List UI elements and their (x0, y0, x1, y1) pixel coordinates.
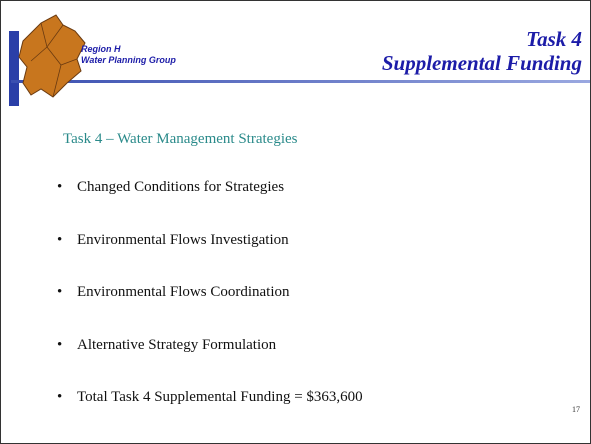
org-name: Water Planning Group (81, 55, 176, 65)
side-stripe (9, 31, 19, 106)
subtitle: Task 4 – Water Management Strategies (63, 131, 298, 147)
bullet: Environmental Flows Investigation (57, 232, 363, 285)
page-number: 17 (572, 405, 580, 414)
bullet: Changed Conditions for Strategies (57, 179, 363, 232)
bullet: Total Task 4 Supplemental Funding = $363… (57, 389, 363, 442)
org-name: Region H (81, 44, 121, 54)
bullet: Environmental Flows Coordination (57, 284, 363, 337)
slide-title: Supplemental Funding (381, 51, 582, 75)
header-graphics (9, 14, 590, 106)
header-rule (11, 80, 590, 83)
slide-title: Task 4 (526, 27, 582, 51)
bullet-list: Changed Conditions for StrategiesEnviron… (57, 179, 363, 442)
map-borders (30, 22, 78, 98)
region-map (18, 14, 86, 98)
bullet: Alternative Strategy Formulation (57, 337, 363, 390)
